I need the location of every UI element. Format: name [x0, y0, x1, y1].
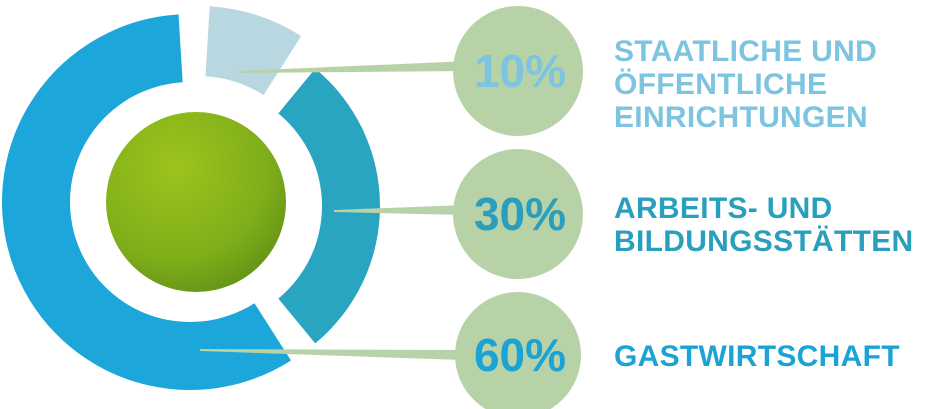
category-label-1-line-0: ARBEITS- UND — [614, 192, 833, 225]
value-label-0: 10% — [474, 45, 566, 97]
value-label-2: 60% — [474, 329, 566, 381]
leader-line-2 — [200, 349, 462, 360]
value-bubble-0 — [453, 6, 583, 136]
category-label-0: STAATLICHE UND ÖFFENTLICHE EINRICHTUNGEN — [614, 35, 877, 134]
category-label-1: ARBEITS- UND BILDUNGSSTÄTTEN — [614, 192, 914, 258]
category-label-2-line-0: GASTWIRTSCHAFT — [614, 340, 900, 373]
category-label-0-line-0: STAATLICHE UND — [614, 35, 878, 68]
leader-line-0 — [238, 61, 470, 73]
donut-slice-1 — [278, 68, 381, 344]
value-bubble-1 — [453, 149, 583, 279]
category-label-2: GASTWIRTSCHAFT — [614, 340, 900, 373]
donut-slice-2 — [1, 14, 292, 391]
value-bubble-2 — [455, 292, 581, 409]
category-label-0-line-2: EINRICHTUNGEN — [614, 101, 868, 134]
center-circle — [106, 112, 286, 292]
category-label-0-line-1: ÖFFENTLICHE — [614, 68, 828, 101]
donut-slice-0 — [205, 6, 302, 96]
leader-line-1 — [334, 205, 466, 215]
category-label-1-line-1: BILDUNGSSTÄTTEN — [614, 225, 914, 258]
value-label-1: 30% — [474, 188, 566, 240]
